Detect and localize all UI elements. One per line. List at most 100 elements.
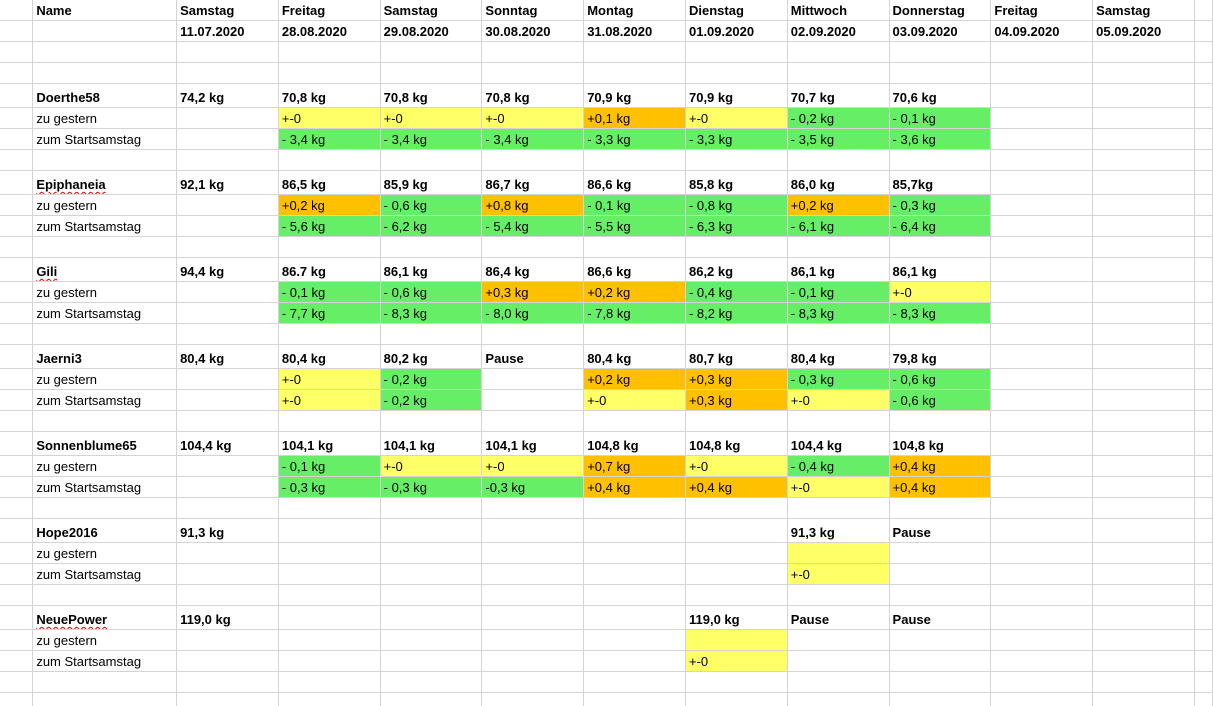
- cell-empty[interactable]: [0, 215, 34, 237]
- cell-label[interactable]: [32, 41, 178, 63]
- cell-empty[interactable]: [1194, 692, 1213, 706]
- weight-cell[interactable]: 91,3 kg: [176, 518, 279, 543]
- diff-yesterday-cell[interactable]: - 0,1 kg: [787, 281, 890, 303]
- cell-empty[interactable]: [278, 692, 381, 706]
- header-date-7[interactable]: 03.09.2020: [889, 20, 992, 42]
- cell-empty[interactable]: [685, 671, 788, 693]
- cell-label[interactable]: [32, 149, 178, 171]
- diff-yesterday-cell[interactable]: [278, 542, 381, 564]
- cell-empty[interactable]: [685, 323, 788, 345]
- cell-empty[interactable]: [278, 671, 381, 693]
- row-label-start[interactable]: zum Startsamstag: [32, 650, 178, 672]
- person-name[interactable]: Doerthe58: [32, 83, 178, 108]
- weight-cell[interactable]: 104,4 kg: [787, 431, 890, 456]
- diff-start-cell[interactable]: [1092, 128, 1195, 150]
- cell-empty[interactable]: [0, 128, 34, 150]
- cell-empty[interactable]: [0, 20, 34, 42]
- header-day-1[interactable]: Freitag: [278, 0, 381, 21]
- diff-yesterday-cell[interactable]: +0,7 kg: [583, 455, 686, 477]
- weight-cell[interactable]: [990, 518, 1094, 543]
- diff-start-cell[interactable]: - 3,6 kg: [889, 128, 992, 150]
- diff-yesterday-cell[interactable]: +-0: [685, 107, 788, 129]
- cell-empty[interactable]: [583, 692, 686, 706]
- cell-empty[interactable]: [990, 671, 1094, 693]
- cell-empty[interactable]: [1194, 215, 1213, 237]
- diff-start-cell[interactable]: - 7,7 kg: [278, 302, 381, 324]
- cell-empty[interactable]: [1092, 410, 1195, 432]
- cell-empty[interactable]: [0, 476, 34, 498]
- diff-yesterday-cell[interactable]: [990, 194, 1094, 216]
- diff-start-cell[interactable]: [1092, 389, 1195, 411]
- cell-empty[interactable]: [32, 20, 178, 42]
- cell-empty[interactable]: [1194, 344, 1213, 369]
- diff-start-cell[interactable]: [481, 389, 585, 411]
- cell-empty[interactable]: [889, 323, 992, 345]
- cell-empty[interactable]: [278, 410, 381, 432]
- diff-yesterday-cell[interactable]: +-0: [481, 107, 585, 129]
- cell-empty[interactable]: [176, 62, 279, 84]
- cell-empty[interactable]: [0, 671, 34, 693]
- cell-empty[interactable]: [380, 236, 483, 258]
- cell-empty[interactable]: [583, 236, 686, 258]
- cell-empty[interactable]: [0, 107, 34, 129]
- cell-empty[interactable]: [1194, 62, 1213, 84]
- diff-yesterday-cell[interactable]: +0,4 kg: [889, 455, 992, 477]
- diff-start-cell[interactable]: [889, 563, 992, 585]
- cell-empty[interactable]: [1194, 128, 1213, 150]
- diff-yesterday-cell[interactable]: - 0,6 kg: [380, 194, 483, 216]
- row-label-start[interactable]: zum Startsamstag: [32, 302, 178, 324]
- cell-empty[interactable]: [0, 62, 34, 84]
- header-date-0[interactable]: 11.07.2020: [176, 20, 279, 42]
- weight-cell[interactable]: 70,6 kg: [889, 83, 992, 108]
- header-day-9[interactable]: Samstag: [1092, 0, 1195, 21]
- cell-empty[interactable]: [1194, 41, 1213, 63]
- header-date-8[interactable]: 04.09.2020: [990, 20, 1094, 42]
- weight-cell[interactable]: [1092, 170, 1195, 195]
- diff-start-cell[interactable]: [1092, 650, 1195, 672]
- header-date-4[interactable]: 31.08.2020: [583, 20, 686, 42]
- cell-empty[interactable]: [0, 455, 34, 477]
- cell-empty[interactable]: [481, 692, 585, 706]
- cell-empty[interactable]: [0, 170, 34, 195]
- cell-empty[interactable]: [176, 692, 279, 706]
- diff-yesterday-cell[interactable]: - 0,1 kg: [889, 107, 992, 129]
- diff-yesterday-cell[interactable]: [583, 542, 686, 564]
- cell-empty[interactable]: [176, 497, 279, 519]
- diff-start-cell[interactable]: - 5,5 kg: [583, 215, 686, 237]
- diff-yesterday-cell[interactable]: [990, 629, 1094, 651]
- diff-yesterday-cell[interactable]: [787, 629, 890, 651]
- weight-cell[interactable]: Pause: [481, 344, 585, 369]
- cell-empty[interactable]: [380, 692, 483, 706]
- header-date-3[interactable]: 30.08.2020: [481, 20, 585, 42]
- diff-yesterday-cell[interactable]: [481, 368, 585, 390]
- diff-start-cell[interactable]: [176, 650, 279, 672]
- cell-empty[interactable]: [1194, 281, 1213, 303]
- cell-empty[interactable]: [889, 410, 992, 432]
- row-label-yesterday[interactable]: zu gestern: [32, 542, 178, 564]
- diff-yesterday-cell[interactable]: +0,8 kg: [481, 194, 585, 216]
- diff-yesterday-cell[interactable]: [1092, 455, 1195, 477]
- person-name[interactable]: Hope2016: [32, 518, 178, 543]
- diff-start-cell[interactable]: [990, 302, 1094, 324]
- diff-yesterday-cell[interactable]: [990, 542, 1094, 564]
- diff-yesterday-cell[interactable]: [481, 629, 585, 651]
- diff-yesterday-cell[interactable]: [1092, 281, 1195, 303]
- diff-start-cell[interactable]: - 3,5 kg: [787, 128, 890, 150]
- cell-empty[interactable]: [685, 62, 788, 84]
- cell-empty[interactable]: [176, 236, 279, 258]
- weight-cell[interactable]: 104,8 kg: [685, 431, 788, 456]
- weight-cell[interactable]: 119,0 kg: [685, 605, 788, 630]
- cell-empty[interactable]: [787, 584, 890, 606]
- diff-start-cell[interactable]: [481, 650, 585, 672]
- cell-label[interactable]: [32, 410, 178, 432]
- diff-start-cell[interactable]: [889, 650, 992, 672]
- weight-cell[interactable]: 70,7 kg: [787, 83, 890, 108]
- cell-label[interactable]: [32, 323, 178, 345]
- diff-start-cell[interactable]: [1092, 476, 1195, 498]
- header-day-2[interactable]: Samstag: [380, 0, 483, 21]
- weight-cell[interactable]: 104,8 kg: [889, 431, 992, 456]
- weight-cell[interactable]: 86,1 kg: [380, 257, 483, 282]
- cell-empty[interactable]: [0, 41, 34, 63]
- cell-empty[interactable]: [889, 41, 992, 63]
- diff-yesterday-cell[interactable]: - 0,4 kg: [787, 455, 890, 477]
